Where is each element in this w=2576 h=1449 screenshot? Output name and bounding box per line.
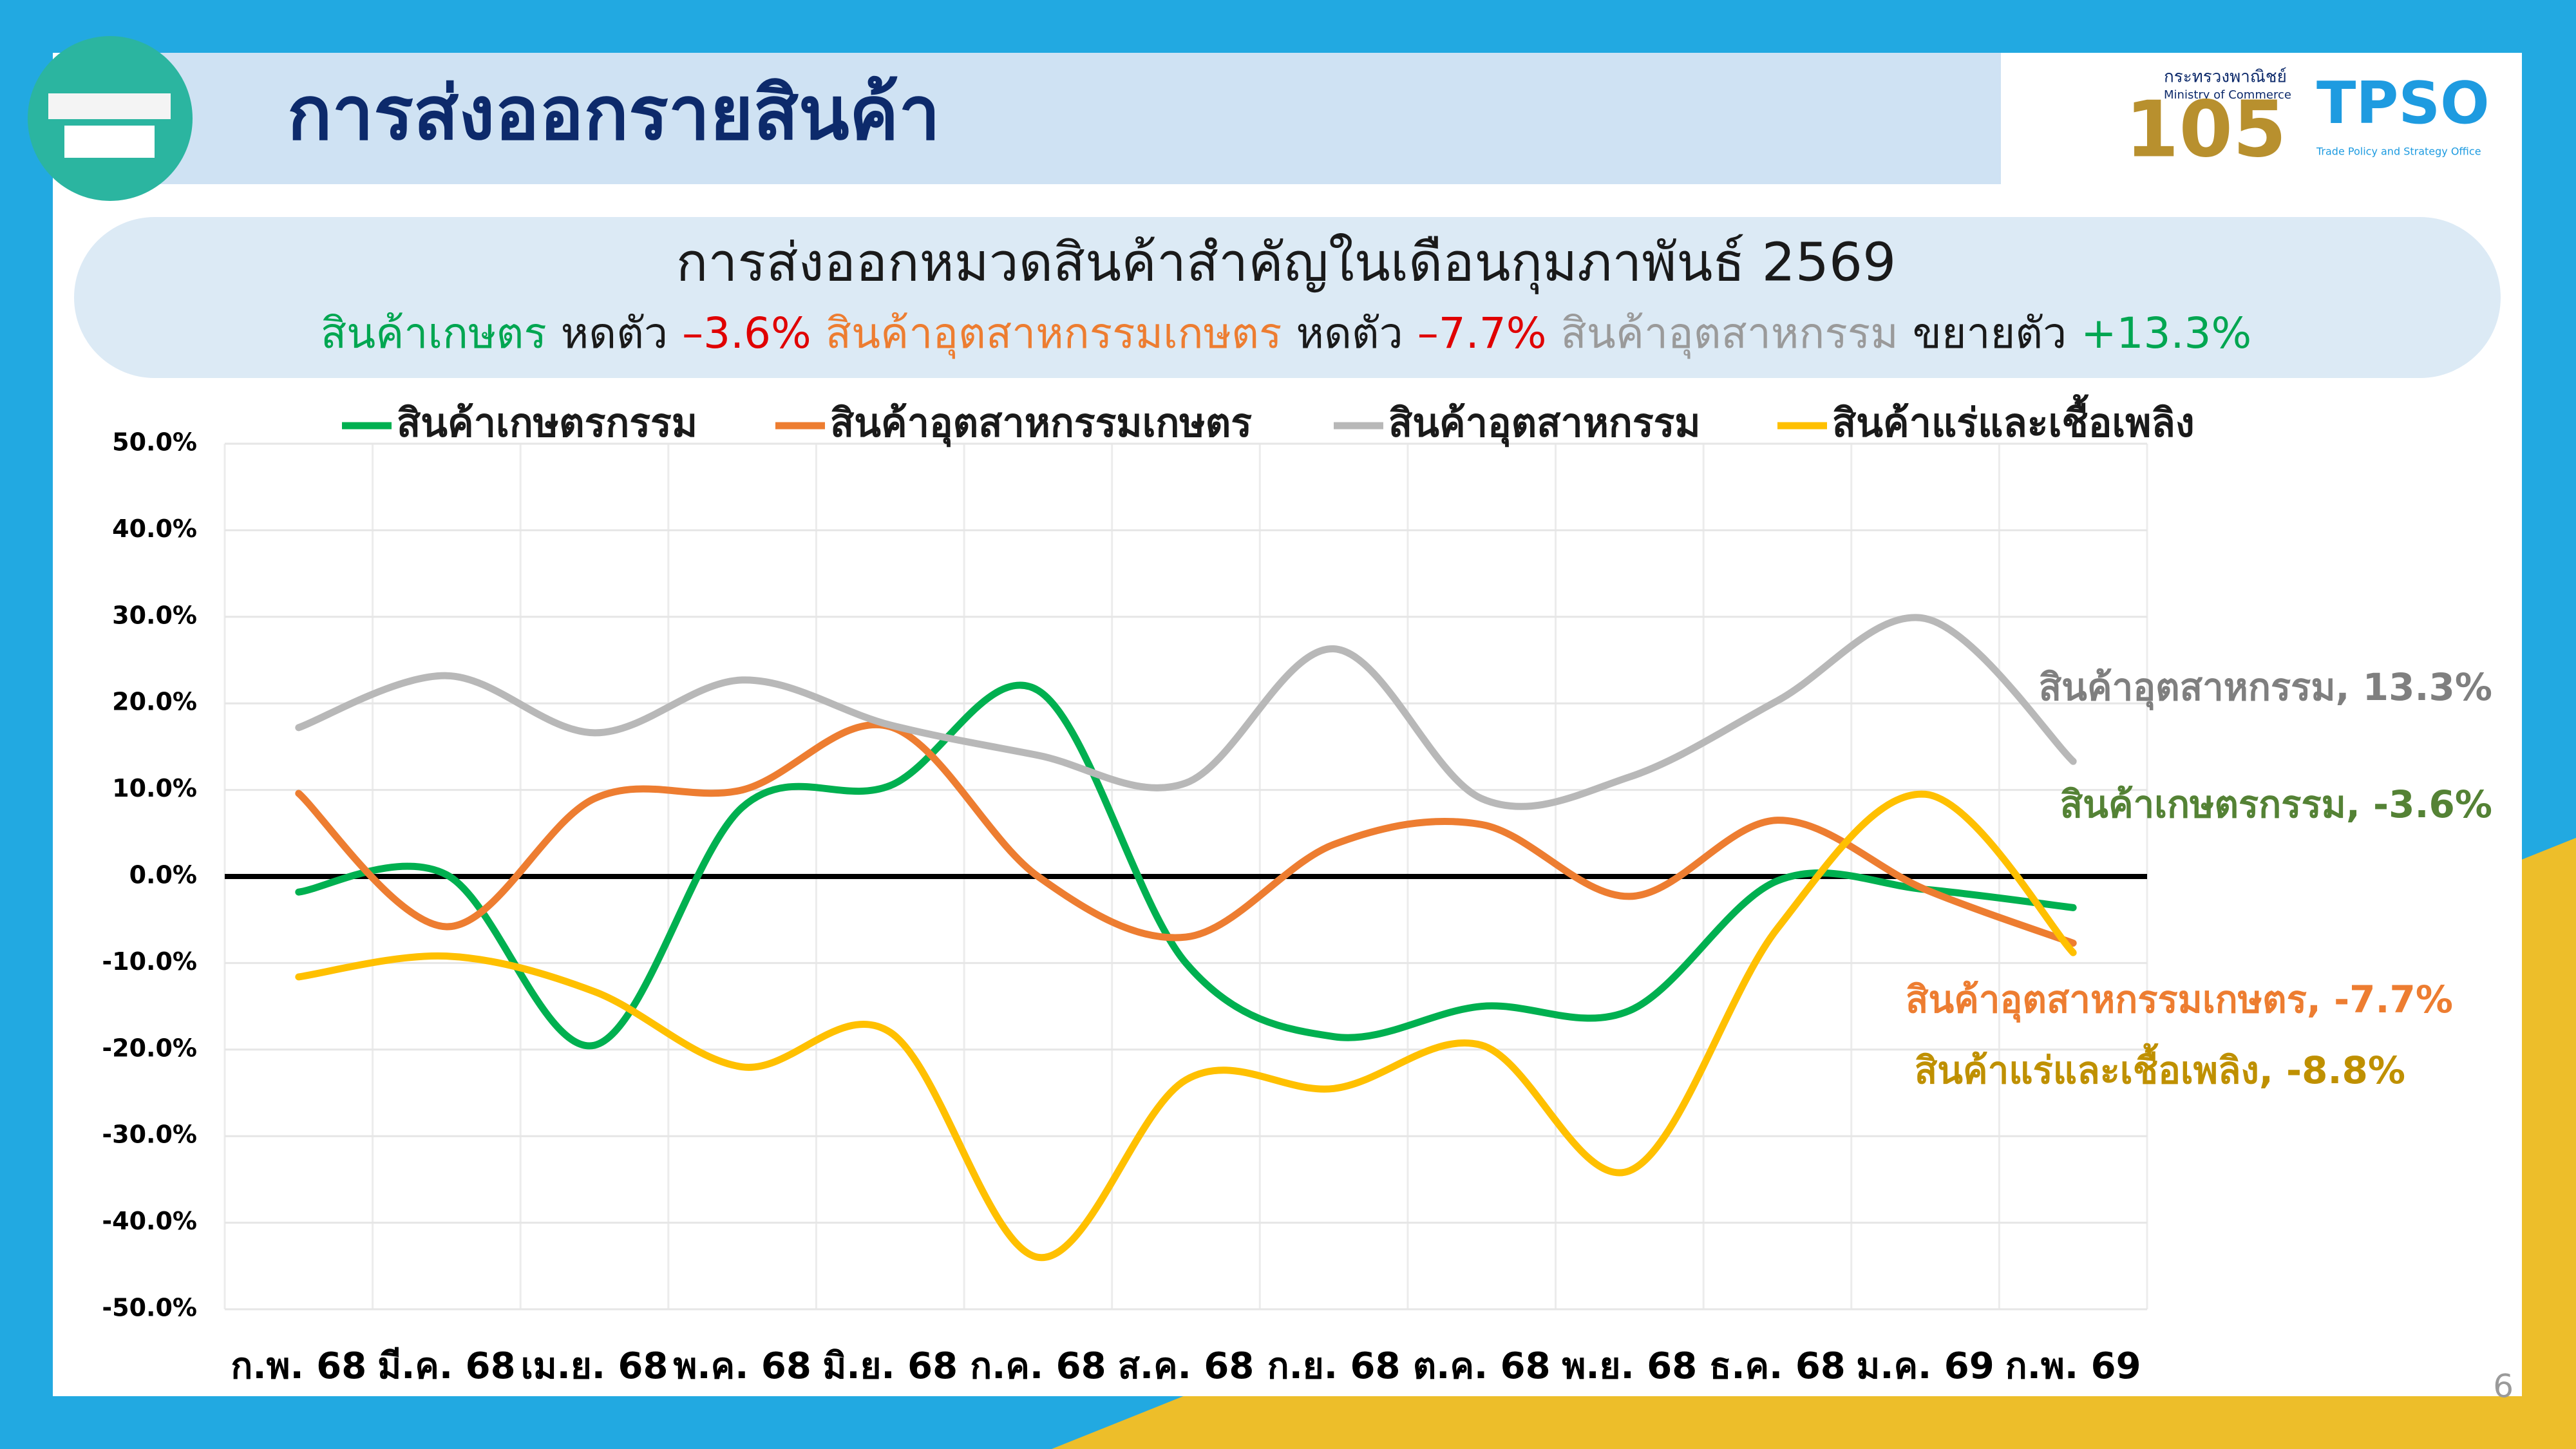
summary-segment: สินค้าอุตสาหกรรมเกษตร [826,308,1282,359]
y-tick-label: 0.0% [129,861,197,889]
ministry-name: กระทรวงพาณิชย์ [2164,68,2287,87]
y-tick-label: -30.0% [102,1121,197,1149]
x-tick-label: มิ.ย. 68 [822,1345,958,1387]
ship-hull [64,126,155,158]
page-title: การส่งออกรายสินค้า [287,71,940,157]
page-number: 6 [2493,1368,2514,1405]
legend-label: สินค้าอุตสาหกรรมเกษตร [830,401,1252,448]
subtitle-box [74,217,2501,378]
y-tick-label: 20.0% [112,688,197,716]
summary-line: สินค้าเกษตร หดตัว –3.6% สินค้าอุตสาหกรรมเกษ… [321,308,2251,359]
annotation: สินค้าแร่และเชื้อเพลิง, -8.8% [1915,1043,2405,1092]
x-tick-label: เม.ย. 68 [521,1345,668,1387]
summary-segment: –7.7% [1417,308,1547,358]
y-tick-label: -50.0% [102,1294,197,1322]
y-tick-label: -10.0% [102,947,197,976]
ministry-name-en: Ministry of Commerce [2164,88,2291,102]
office-logo: TPSO [2316,70,2490,137]
x-tick-label: ต.ค. 68 [1413,1345,1551,1387]
x-tick-label: มี.ค. 68 [377,1345,515,1387]
y-tick-label: 50.0% [112,428,197,457]
x-tick-label: ส.ค. 68 [1118,1345,1255,1387]
legend-label: สินค้าแร่และเชื้อเพลิง [1832,394,2195,446]
x-tick-label: ธ.ค. 68 [1709,1345,1846,1387]
ship-icon [48,93,171,119]
legend-label: สินค้าเกษตรกรรม [397,401,697,446]
y-tick-label: -20.0% [102,1034,197,1062]
annotation: สินค้าอุตสาหกรรมเกษตร, -7.7% [1906,978,2453,1023]
y-tick-label: 10.0% [112,774,197,802]
summary-segment: หดตัว [561,308,668,358]
y-tick-label: 30.0% [112,601,197,629]
x-tick-label: ก.พ. 68 [231,1345,366,1387]
series-line [295,721,2077,947]
y-tick-label: -40.0% [102,1207,197,1235]
y-tick-label: 40.0% [112,515,197,543]
x-tick-label: ก.ค. 68 [970,1345,1106,1387]
annotation: สินค้าเกษตรกรรม, -3.6% [2060,782,2492,826]
series-line [295,681,2077,1050]
x-tick-label: พ.ย. 68 [1562,1345,1697,1387]
summary-segment: +13.3% [2081,308,2251,358]
office-name-en: Trade Policy and Strategy Office [2316,146,2481,158]
header-band [131,53,2001,184]
x-tick-label: พ.ค. 68 [673,1345,811,1387]
annotation: สินค้าอุตสาหกรรม, 13.3% [2039,665,2492,711]
series-line [295,614,2077,810]
subtitle: การส่งออกหมวดสินค้าสำคัญในเดือนกุมภาพันธ… [676,232,1897,294]
summary-segment: หดตัว [1296,308,1403,358]
legend-label: สินค้าอุตสาหกรรม [1388,401,1701,448]
summary-segment: ขยายตัว [1913,308,2067,358]
x-tick-label: ม.ค. 69 [1856,1345,1994,1387]
x-tick-label: ก.พ. 69 [2005,1345,2141,1387]
summary-segment: –3.6% [682,308,811,358]
series-line [295,790,2077,1261]
summary-segment: สินค้าเกษตร [321,308,547,358]
chart: -50.0% -40.0% -30.0% -20.0% -10.0% 0.0% 10.0% 2… [102,394,2492,1388]
x-tick-label: ก.ย. 68 [1267,1345,1401,1387]
anniversary-logo: 105 [2125,86,2287,175]
summary-segment: สินค้าอุตสาหกรรม [1560,308,1898,359]
